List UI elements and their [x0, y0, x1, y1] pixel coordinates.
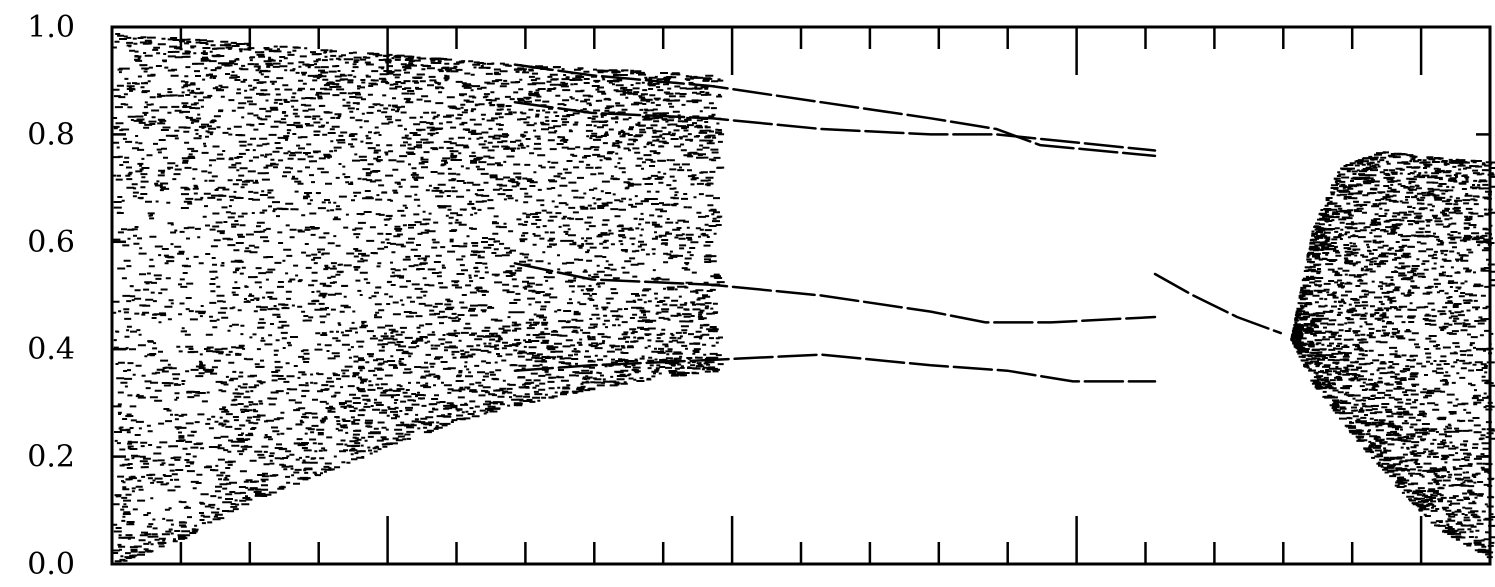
chaotic-region-left: [112, 33, 725, 563]
periodic-branch-1: [513, 63, 1157, 158]
y-tick-label: 0.2: [27, 440, 75, 475]
periodic-branch-5: [1153, 272, 1283, 335]
y-tick-label: 0.4: [27, 332, 75, 367]
periodic-branch-3: [513, 262, 1157, 324]
chaotic-region-right: [1290, 151, 1495, 559]
periodic-branch-4: [513, 353, 1157, 383]
plot-frame: [110, 25, 1492, 566]
y-axis-labels: 0.0 0.2 0.4 0.6 0.8 1.0: [27, 10, 75, 582]
periodic-branches: [513, 63, 1283, 383]
y-tick-label: 1.0: [27, 10, 75, 45]
y-tick-label: 0.8: [27, 117, 75, 152]
y-tick-label: 0.6: [27, 225, 75, 260]
periodic-branch-2: [513, 100, 1157, 152]
y-tick-label: 0.0: [27, 547, 75, 582]
chaotic-points: [112, 33, 1495, 563]
